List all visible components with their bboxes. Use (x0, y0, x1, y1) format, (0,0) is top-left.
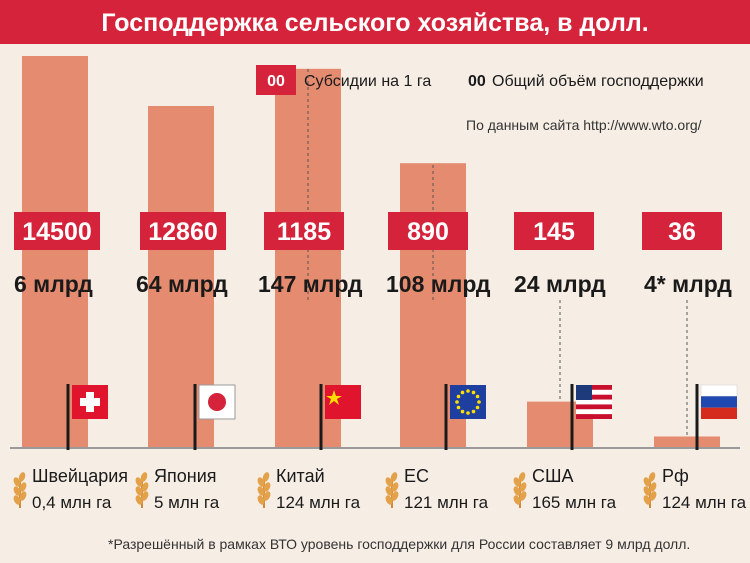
source-note: По данным сайта http://www.wto.org/ (466, 117, 702, 133)
footnote: *Разрешённый в рамках ВТО уровень господ… (108, 536, 690, 552)
value-label: 145 (533, 218, 575, 246)
country-area: 124 млн га (276, 493, 361, 512)
value-label-box (642, 212, 722, 250)
country-name: Япония (154, 466, 217, 486)
total-label: 64 млрд (136, 271, 228, 297)
country-name: США (532, 466, 574, 486)
country-area: 124 млн га (662, 493, 747, 512)
value-label-box (140, 212, 226, 250)
total-label: 147 млрд (258, 271, 363, 297)
value-label-box (388, 212, 468, 250)
total-label: 24 млрд (514, 271, 606, 297)
total-label: 4* млрд (644, 271, 732, 297)
bars-group (22, 56, 720, 449)
wheat-icon (383, 470, 401, 509)
wheat-icon (133, 470, 151, 509)
legend-subsidy-marker: 00 (267, 73, 285, 90)
country-area: 165 млн га (532, 493, 617, 512)
china-flag-icon (325, 385, 361, 419)
title-bar (0, 0, 750, 44)
legend-subsidy-swatch (256, 65, 296, 95)
value-label: 890 (407, 218, 449, 246)
country-name: Швейцария (32, 466, 128, 486)
japan-flag-icon (198, 384, 236, 420)
legend-total-marker: 00 (468, 73, 486, 90)
eu-flag-icon (450, 385, 486, 419)
russia-flag-icon (700, 384, 738, 419)
total-label: 6 млрд (14, 271, 93, 297)
wheat-icon (255, 470, 273, 509)
bar (22, 56, 88, 448)
value-label-box (514, 212, 594, 250)
switzerland-flag-icon (72, 385, 108, 419)
wheat-icon (11, 470, 29, 509)
country-name: Китай (276, 466, 325, 486)
country-area: 5 млн га (154, 493, 220, 512)
usa-flag-icon (576, 385, 612, 419)
total-label: 108 млрд (386, 271, 491, 297)
value-label: 14500 (22, 218, 92, 246)
country-area: 0,4 млн га (32, 493, 112, 512)
value-label: 12860 (148, 218, 218, 246)
value-label-box (14, 212, 100, 250)
country-name: ЕС (404, 466, 429, 486)
wheat-icon (641, 470, 659, 509)
value-label-box (264, 212, 344, 250)
value-label: 36 (668, 218, 696, 246)
country-name: Рф (662, 466, 689, 486)
bar (654, 436, 720, 448)
value-label: 1185 (277, 218, 331, 246)
country-area: 121 млн га (404, 493, 489, 512)
chart-title: Господдержка сельского хозяйства, в долл… (101, 9, 648, 37)
legend-total-label: Общий объём господдержки (492, 73, 704, 90)
wheat-icon (511, 470, 529, 509)
legend-subsidy-label: Субсидии на 1 га (304, 73, 431, 90)
